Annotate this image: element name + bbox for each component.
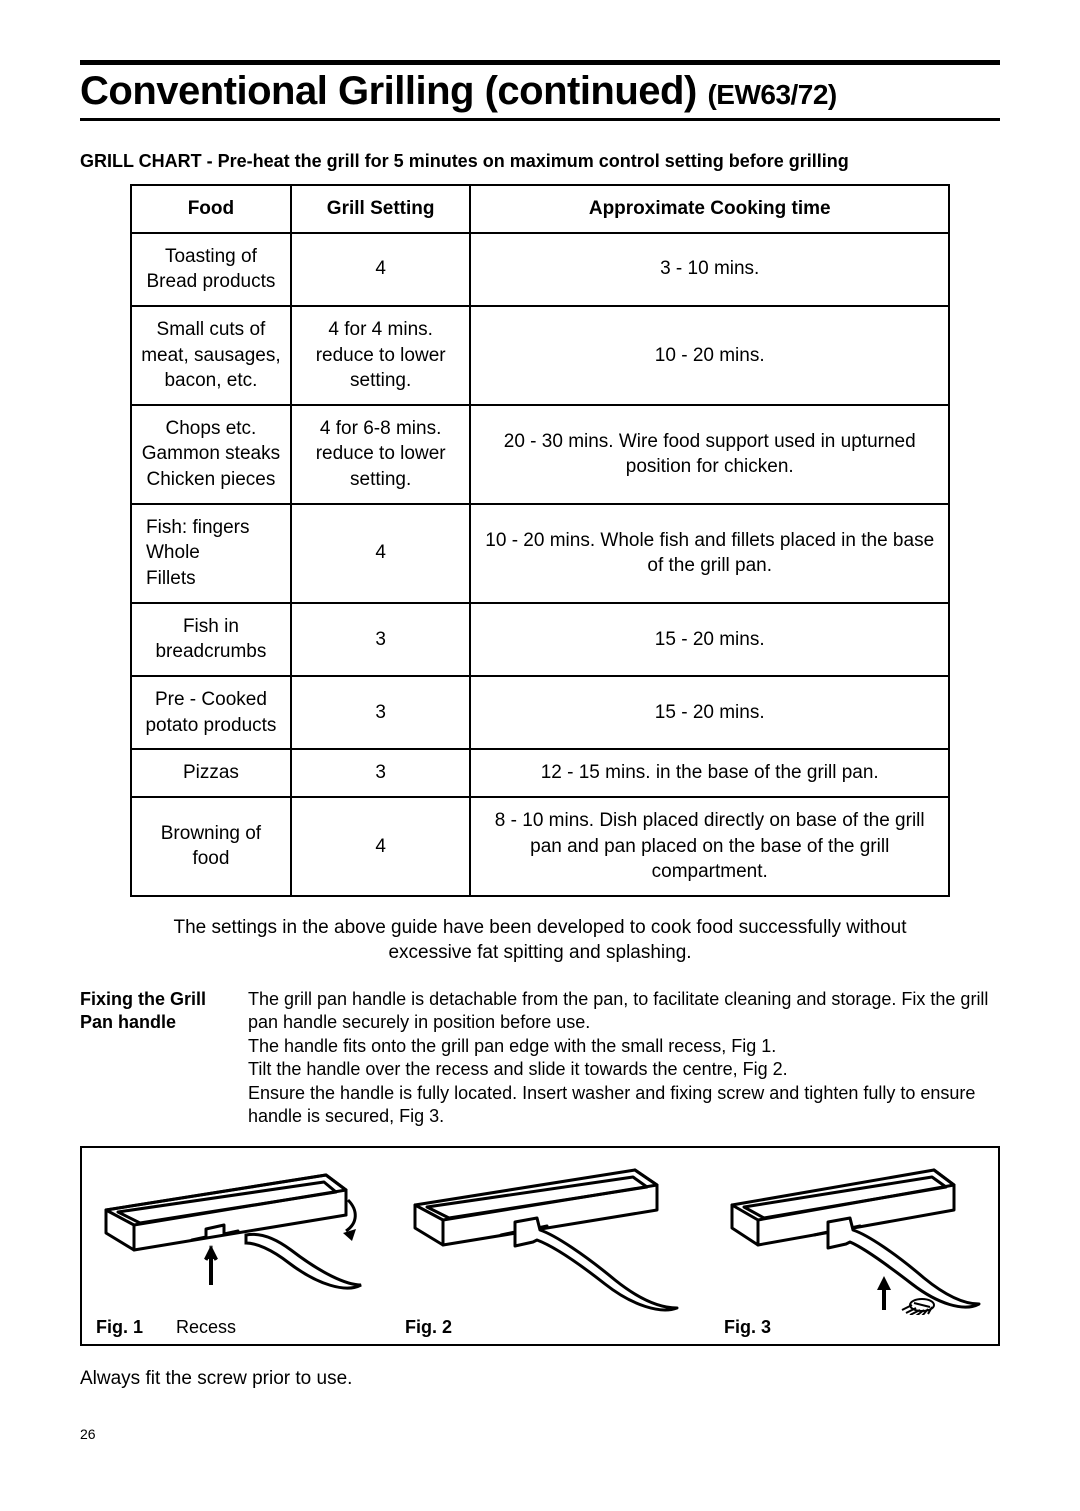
- grill-pan-fig3-svg: [724, 1160, 984, 1315]
- title-model: (EW63/72): [707, 79, 836, 110]
- cell-food: Toasting of Bread products: [131, 233, 291, 306]
- title-rule-bottom: [80, 118, 1000, 121]
- cell-food: Browning of food: [131, 797, 291, 896]
- table-row: Chops etc. Gammon steaks Chicken pieces4…: [131, 405, 949, 504]
- fig2-label: Fig. 2: [405, 1317, 452, 1337]
- cell-time: 10 - 20 mins. Whole fish and fillets pla…: [470, 504, 949, 603]
- cell-time: 12 - 15 mins. in the base of the grill p…: [470, 749, 949, 797]
- handle-section: Fixing the Grill Pan handle The grill pa…: [80, 988, 1000, 1128]
- table-row: Browning of food48 - 10 mins. Dish place…: [131, 797, 949, 896]
- cell-food: Pre - Cooked potato products: [131, 676, 291, 749]
- handle-text: The grill pan handle is detachable from …: [248, 988, 1000, 1128]
- fig1-recess-label: Recess: [176, 1317, 236, 1337]
- page-number: 26: [80, 1426, 1000, 1442]
- grill-pan-fig1-svg: [96, 1165, 366, 1315]
- figures-row: Fig. 1 Recess Fig. 2: [80, 1146, 1000, 1346]
- table-note: The settings in the above guide have bee…: [130, 915, 950, 966]
- cell-time: 10 - 20 mins.: [470, 306, 949, 405]
- cell-setting: 4: [291, 233, 471, 306]
- figure-2: Fig. 2: [405, 1160, 685, 1338]
- cell-food: Small cuts of meat, sausages, bacon, etc…: [131, 306, 291, 405]
- chart-heading: GRILL CHART - Pre-heat the grill for 5 m…: [80, 151, 1000, 172]
- cell-food: Pizzas: [131, 749, 291, 797]
- cell-setting: 4: [291, 504, 471, 603]
- cell-setting: 3: [291, 749, 471, 797]
- cell-setting: 3: [291, 603, 471, 676]
- figure-3: Fig. 3: [724, 1160, 984, 1338]
- table-header-row: Food Grill Setting Approximate Cooking t…: [131, 185, 949, 233]
- cell-food: Fish: fingers Whole Fillets: [131, 504, 291, 603]
- th-setting: Grill Setting: [291, 185, 471, 233]
- cell-time: 20 - 30 mins. Wire food support used in …: [470, 405, 949, 504]
- th-food: Food: [131, 185, 291, 233]
- table-row: Pizzas312 - 15 mins. in the base of the …: [131, 749, 949, 797]
- cell-setting: 4 for 6-8 mins. reduce to lower setting.: [291, 405, 471, 504]
- table-row: Fish in breadcrumbs315 - 20 mins.: [131, 603, 949, 676]
- table-row: Small cuts of meat, sausages, bacon, etc…: [131, 306, 949, 405]
- cell-time: 3 - 10 mins.: [470, 233, 949, 306]
- fig1-caption: Fig. 1 Recess: [96, 1317, 236, 1338]
- table-row: Toasting of Bread products43 - 10 mins.: [131, 233, 949, 306]
- cell-food: Chops etc. Gammon steaks Chicken pieces: [131, 405, 291, 504]
- cell-setting: 4: [291, 797, 471, 896]
- title-rule-top: [80, 60, 1000, 65]
- cell-setting: 4 for 4 mins. reduce to lower setting.: [291, 306, 471, 405]
- fig1-label: Fig. 1: [96, 1317, 143, 1337]
- cell-time: 8 - 10 mins. Dish placed directly on bas…: [470, 797, 949, 896]
- cell-time: 15 - 20 mins.: [470, 676, 949, 749]
- handle-label: Fixing the Grill Pan handle: [80, 988, 230, 1128]
- table-row: Fish: fingers Whole Fillets410 - 20 mins…: [131, 504, 949, 603]
- title-main: Conventional Grilling (continued): [80, 69, 697, 113]
- fig3-caption: Fig. 3: [724, 1317, 771, 1338]
- grill-chart-table: Food Grill Setting Approximate Cooking t…: [130, 184, 950, 897]
- page-title: Conventional Grilling (continued) (EW63/…: [80, 69, 1000, 114]
- fig2-caption: Fig. 2: [405, 1317, 452, 1338]
- grill-pan-fig2-svg: [405, 1160, 685, 1315]
- table-row: Pre - Cooked potato products315 - 20 min…: [131, 676, 949, 749]
- th-time: Approximate Cooking time: [470, 185, 949, 233]
- cell-food: Fish in breadcrumbs: [131, 603, 291, 676]
- fig3-label: Fig. 3: [724, 1317, 771, 1337]
- cell-setting: 3: [291, 676, 471, 749]
- cell-time: 15 - 20 mins.: [470, 603, 949, 676]
- bottom-note: Always fit the screw prior to use.: [80, 1368, 1000, 1390]
- figure-1: Fig. 1 Recess: [96, 1165, 366, 1338]
